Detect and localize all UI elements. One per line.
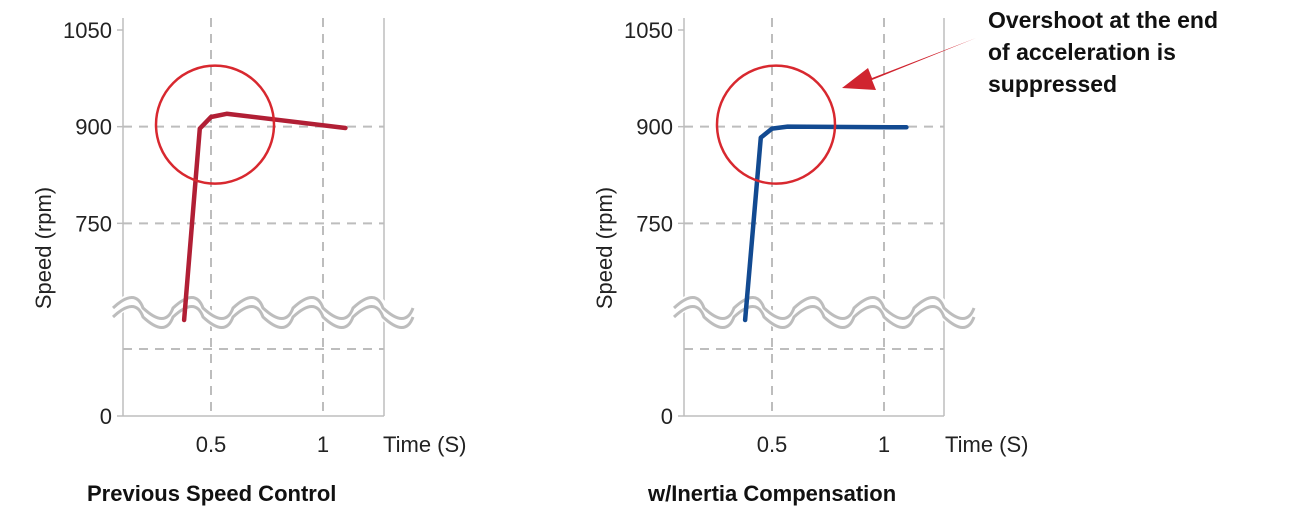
x-axis-label: Time (S) bbox=[383, 432, 467, 457]
y-tick-label: 750 bbox=[75, 211, 112, 236]
highlight-circle bbox=[154, 64, 276, 185]
y-axis-label: Speed (rpm) bbox=[592, 187, 617, 309]
y-tick-label: 1050 bbox=[624, 18, 673, 43]
y-tick-label: 750 bbox=[636, 211, 673, 236]
annotation-arrow bbox=[842, 38, 976, 90]
y-tick-label: 900 bbox=[75, 115, 112, 140]
axis-break-mark bbox=[108, 294, 420, 330]
gridlines bbox=[684, 18, 944, 416]
highlight-ring bbox=[154, 64, 276, 185]
annotation-line-2: of acceleration is bbox=[988, 39, 1176, 65]
x-tick-label: 0.5 bbox=[196, 432, 227, 457]
break-mask bbox=[108, 294, 420, 330]
chart-caption: Previous Speed Control bbox=[87, 481, 336, 506]
break-wave-upper bbox=[672, 296, 976, 320]
break-wave-lower bbox=[672, 305, 976, 329]
annotation-line-1: Overshoot at the end bbox=[988, 7, 1218, 33]
x-axis-label: Time (S) bbox=[945, 432, 1029, 457]
x-tick-label: 1 bbox=[317, 432, 329, 457]
series bbox=[181, 111, 348, 323]
annotation: Overshoot at the end of acceleration is … bbox=[842, 7, 1218, 97]
break-wave-lower bbox=[111, 305, 415, 329]
x-tick-label: 0.5 bbox=[757, 432, 788, 457]
break-wave-upper bbox=[111, 296, 415, 320]
axis-break-mark bbox=[669, 294, 981, 330]
axes bbox=[122, 18, 385, 417]
series-line bbox=[181, 111, 348, 323]
chart-caption: w/Inertia Compensation bbox=[647, 481, 896, 506]
y-tick-label: 0 bbox=[100, 404, 112, 429]
highlight-circle bbox=[715, 64, 837, 185]
x-tick-label: 1 bbox=[878, 432, 890, 457]
highlight-ring bbox=[715, 64, 837, 185]
chart-previous-speed-control: 0 750 900 1050 0.5 1 Speed (rpm) Time (S) Pre… bbox=[31, 18, 467, 506]
tick-labels: 0 750 900 1050 0.5 1 bbox=[624, 18, 890, 457]
y-axis-label: Speed (rpm) bbox=[31, 187, 56, 309]
break-mask bbox=[669, 294, 981, 330]
series bbox=[742, 124, 909, 323]
y-tick-label: 900 bbox=[636, 115, 673, 140]
tick-labels: 0 750 900 1050 0.5 1 bbox=[63, 18, 329, 457]
y-tick-label: 0 bbox=[661, 404, 673, 429]
axes bbox=[683, 18, 945, 417]
y-tick-label: 1050 bbox=[63, 18, 112, 43]
series-line bbox=[742, 124, 909, 323]
chart-inertia-compensation: 0 750 900 1050 0.5 1 Speed (rpm) Time (S) w/I… bbox=[592, 18, 1029, 506]
gridlines bbox=[123, 18, 384, 416]
annotation-line-3: suppressed bbox=[988, 71, 1117, 97]
